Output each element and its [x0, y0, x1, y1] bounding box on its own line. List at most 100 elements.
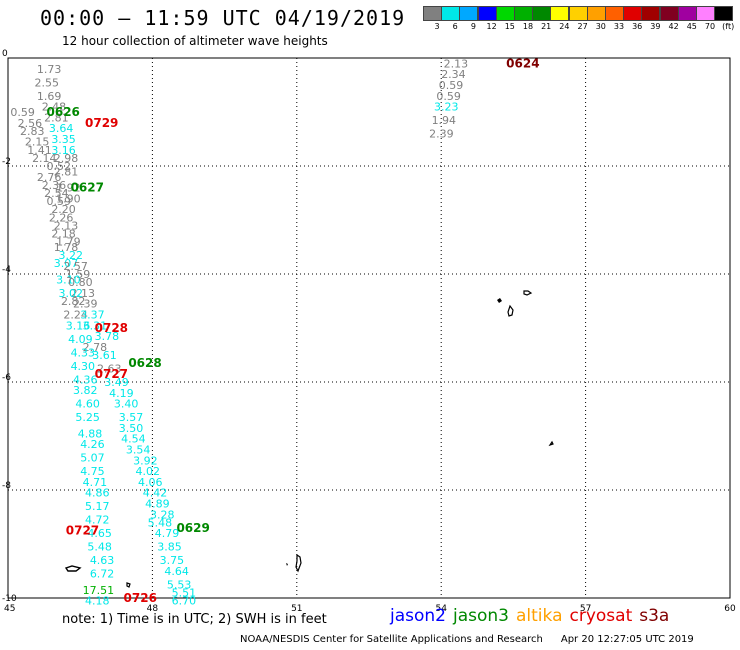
wave-height-value: 5.51 — [172, 587, 197, 600]
color-scale-label: 9 — [470, 22, 476, 31]
pass-time-label: 0624 — [506, 56, 539, 70]
wave-height-value: 0.59 — [439, 79, 464, 92]
wave-height-value: 2.36 — [42, 179, 66, 192]
wave-height-value: 2.54 — [44, 187, 69, 200]
footnote: note: 1) Time is in UTC; 2) SWH is in fe… — [62, 612, 327, 627]
wave-height-value: 6.72 — [90, 568, 115, 581]
y-tick-label: 0 — [2, 49, 8, 59]
y-tick-label: -8 — [2, 481, 11, 491]
island-small-2 — [286, 563, 288, 566]
x-tick-label: 45 — [4, 604, 15, 614]
color-scale-label: 15 — [504, 22, 515, 31]
color-swatch — [714, 6, 734, 21]
map-frame — [7, 57, 731, 599]
wave-height-value: 3.22 — [59, 249, 84, 262]
pass-time-label: 0727 — [95, 367, 128, 381]
color-scale-label: 36 — [632, 22, 643, 31]
wave-height-value: 3.16 — [51, 144, 76, 157]
wave-height-value: 2.13 — [444, 57, 469, 70]
credit-text: NOAA/NESDIS Center for Satellite Applica… — [240, 634, 543, 645]
island-small-3 — [126, 582, 131, 588]
wave-height-value: 4.75 — [80, 465, 105, 478]
wave-height-value: 4.33 — [71, 346, 96, 359]
color-scale-label: 27 — [577, 22, 588, 31]
wave-height-value: 3.16 — [66, 319, 91, 332]
wave-height-value: 1.90 — [56, 192, 80, 205]
wave-height-value: 1.79 — [56, 236, 80, 249]
wave-height-value: 0.59 — [436, 90, 461, 103]
x-tick-label: 57 — [580, 604, 591, 614]
pass-time-label: 0728 — [95, 321, 128, 335]
wave-height-value: 4.89 — [145, 498, 170, 511]
y-tick-label: -6 — [2, 373, 11, 383]
x-tick-label: 48 — [147, 604, 159, 614]
map-title: 00:00 – 11:59 UTC 04/19/2019 — [40, 6, 406, 30]
wave-height-value: 2.48 — [42, 101, 66, 114]
pass-time-label: 0627 — [71, 181, 104, 195]
wave-height-value: 2.82 — [61, 295, 86, 308]
wave-height-value: 2.26 — [49, 211, 73, 224]
wave-height-value: 4.36 — [73, 373, 98, 386]
wave-height-value: 1.78 — [54, 241, 79, 254]
wave-height-value: 3.35 — [51, 133, 76, 146]
wave-height-value: 3.07 — [54, 257, 79, 270]
wave-height-value: 2.34 — [441, 68, 466, 81]
x-tick-label: 54 — [435, 604, 447, 614]
color-scale-label: 6 — [452, 22, 458, 31]
island-aldabra — [295, 553, 302, 573]
wave-height-value: 3.10 — [56, 273, 80, 286]
color-scale-label: 3 — [434, 22, 440, 31]
legend-entry-s3a: s3a — [639, 606, 670, 626]
pass-time-label: 0729 — [85, 116, 118, 130]
x-tick-label: 60 — [724, 604, 736, 614]
legend-entry-jason2: jason2 — [390, 606, 446, 626]
legend-entry-jason3: jason3 — [453, 606, 509, 626]
color-scale-label: 12 — [486, 22, 497, 31]
wave-height-value: 4.64 — [164, 565, 189, 578]
wave-height-value: 4.63 — [90, 554, 115, 567]
y-tick-label: -4 — [2, 265, 11, 275]
color-scale-label: 70 — [704, 22, 716, 31]
wave-height-value: 5.17 — [85, 500, 110, 513]
wave-height-value: 5.48 — [87, 541, 112, 554]
wave-height-value: 3.40 — [114, 398, 139, 411]
color-scale-label: (ft) — [722, 22, 735, 31]
wave-height-value: 2.98 — [54, 152, 79, 165]
island-seychelles-3 — [507, 304, 514, 317]
island-seychelles-2 — [523, 290, 533, 296]
island-seychelles-1 — [497, 298, 502, 303]
legend-entry-altika: altika — [516, 606, 563, 626]
wave-height-value: 3.23 — [434, 101, 459, 114]
wave-height-value: 5.07 — [80, 452, 105, 465]
axis-ticks: 45 48 51 54 57 60 0 -2 -4 -6 -8 -10 — [2, 49, 736, 614]
color-scale-label: 18 — [522, 22, 534, 31]
x-tick-label: 51 — [291, 604, 302, 614]
island-small-1 — [548, 440, 554, 447]
wave-height-value: 17.51 — [83, 584, 115, 597]
color-scale-label: 33 — [613, 22, 625, 31]
wave-height-value: 4.86 — [85, 487, 110, 500]
wave-height-value: 6.70 — [172, 595, 197, 608]
satellite-legend: jason2 jason3 altika cryosat s3a — [390, 606, 676, 626]
wave-height-value: 5.53 — [167, 579, 192, 592]
wave-height-value: 4.09 — [68, 333, 93, 346]
wave-height-value: 4.18 — [85, 595, 110, 608]
wave-height-value: 2.39 — [73, 298, 98, 311]
wave-height-value: 3.85 — [157, 541, 182, 554]
wave-height-value: 4.42 — [143, 487, 168, 500]
wave-height-value: 2.15 — [25, 136, 49, 149]
wave-height-value: 2.81 — [44, 111, 69, 124]
wave-height-value: 3.75 — [160, 554, 185, 567]
wave-height-value: 2.78 — [83, 341, 108, 354]
color-scale-label: 42 — [668, 22, 679, 31]
wave-height-value: 4.54 — [121, 433, 146, 446]
pass-time-label: 0726 — [124, 591, 157, 605]
wave-height-value: 3.78 — [95, 330, 120, 343]
wave-height-value: 4.72 — [85, 514, 110, 527]
wave-height-value: 1.69 — [37, 90, 62, 103]
pass-time-label: 0727 — [66, 524, 99, 538]
y-tick-label: -2 — [2, 157, 11, 167]
wave-height-value: 4.26 — [80, 438, 105, 451]
wave-height-value: 3.50 — [119, 422, 144, 435]
wave-height-value: 0.52 — [47, 160, 72, 173]
